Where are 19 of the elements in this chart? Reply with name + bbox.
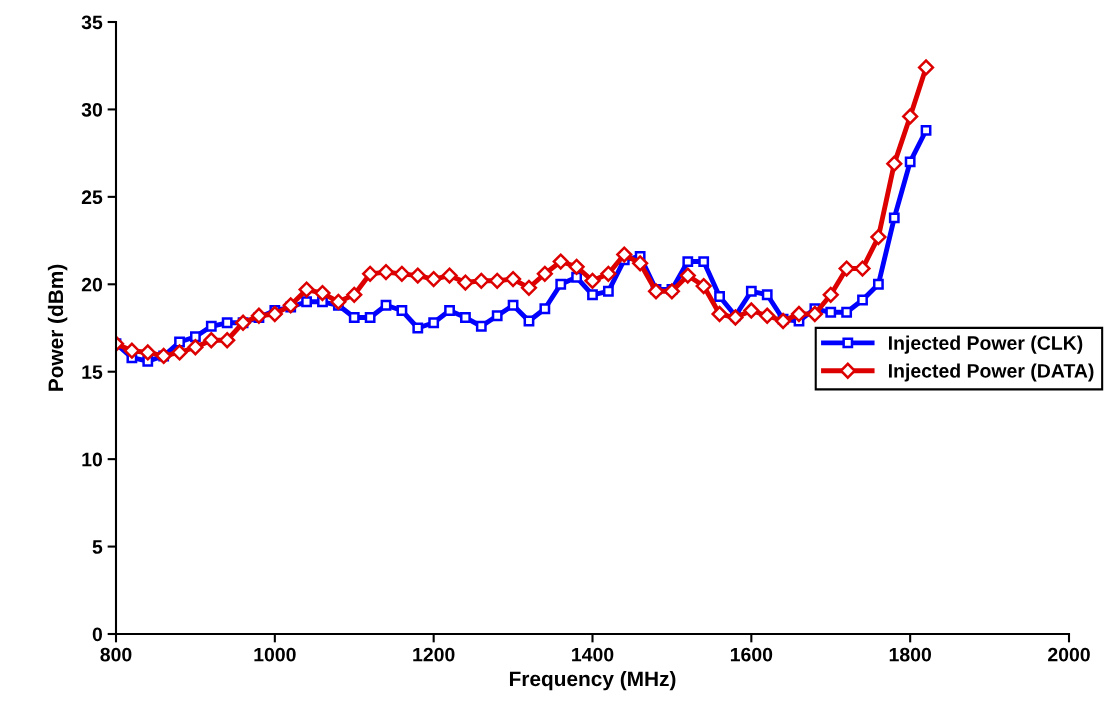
x-tick-label: 1000	[254, 647, 296, 662]
y-tick-label: 30	[81, 102, 103, 117]
legend-label: Injected Power (CLK)	[888, 335, 1083, 354]
y-tick-label: 25	[81, 190, 103, 205]
y-tick-label: 35	[81, 15, 103, 30]
y-tick-label: 10	[82, 452, 103, 467]
y-tick-label: 0	[92, 627, 103, 642]
x-tick-label: 1400	[572, 647, 614, 662]
x-tick-label: 1200	[413, 647, 455, 662]
x-tick-label: 1600	[730, 647, 773, 662]
legend-label: Injected Power (DATA)	[888, 363, 1094, 382]
y-tick-label: 5	[92, 540, 103, 554]
x-tick-label: 1800	[889, 647, 931, 662]
x-tick-label: 2000	[1048, 647, 1090, 662]
x-tick-label: 800	[100, 647, 132, 662]
y-tick-label: 20	[81, 277, 103, 292]
y-axis-title: Power (dBm)	[47, 264, 68, 391]
x-axis-title: Frequency (MHz)	[509, 670, 676, 691]
y-tick-label: 15	[82, 365, 103, 379]
